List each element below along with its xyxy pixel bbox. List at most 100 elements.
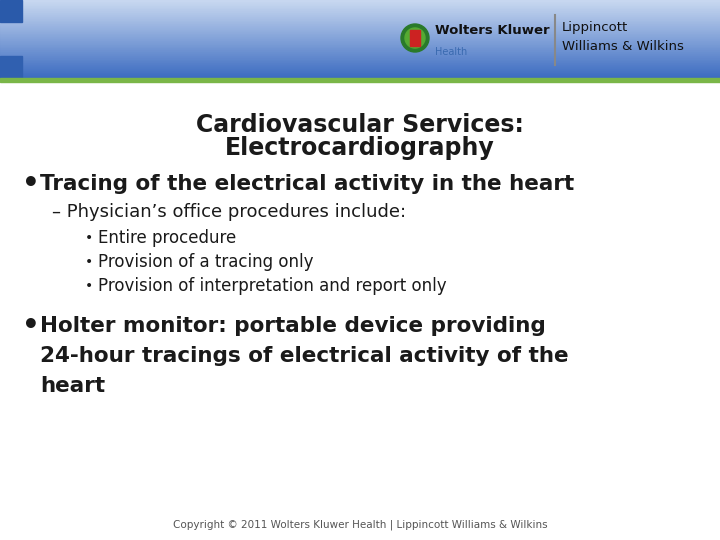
Bar [0,72,720,73]
Bar [0,49,720,50]
Bar [0,37,720,38]
Bar [0,54,720,55]
Bar [0,6,720,7]
Bar [0,19,720,20]
Bar [0,62,720,63]
Bar [0,5,720,6]
Circle shape [405,28,425,48]
Bar [0,11,720,12]
Bar [0,17,720,18]
Bar [0,8,720,9]
Bar [0,53,720,55]
Text: •: • [85,255,94,269]
Bar [0,33,720,35]
Bar [0,59,720,60]
Bar [0,29,720,31]
Bar [0,46,720,48]
Bar [0,76,720,77]
Bar [0,36,720,37]
Bar [0,48,720,49]
Bar [0,32,720,34]
Bar [0,25,720,26]
Bar [0,64,720,66]
Text: Health: Health [435,47,467,57]
Bar [0,16,720,17]
Bar [0,63,720,64]
Text: Provision of a tracing only: Provision of a tracing only [98,253,313,271]
Text: – Physician’s office procedures include:: – Physician’s office procedures include: [52,203,406,221]
Bar [0,9,720,10]
Bar [0,30,720,31]
Bar [0,48,720,49]
Bar [0,51,720,52]
Text: Tracing of the electrical activity in the heart: Tracing of the electrical activity in th… [40,174,575,194]
Bar [0,60,720,61]
Bar [0,32,720,33]
Bar [0,15,720,16]
Bar [0,74,720,76]
Bar [0,29,720,30]
Bar [0,69,720,70]
Bar [0,34,720,35]
Bar [0,73,720,75]
Bar [0,67,720,68]
Bar [0,57,720,58]
Bar [0,75,720,76]
Text: Copyright © 2011 Wolters Kluwer Health | Lippincott Williams & Wilkins: Copyright © 2011 Wolters Kluwer Health |… [173,519,547,530]
Bar [0,43,720,44]
Text: heart: heart [40,376,105,396]
Bar [0,18,720,19]
Bar [0,1,720,2]
Text: 24-hour tracings of electrical activity of the: 24-hour tracings of electrical activity … [40,346,569,366]
Text: Electrocardiography: Electrocardiography [225,136,495,160]
Text: •: • [85,279,94,293]
Bar [410,30,420,46]
Bar [0,5,720,6]
Bar [0,70,720,71]
Bar [0,12,720,13]
Bar [0,41,720,42]
Bar [0,9,720,10]
Bar [0,47,720,48]
Bar [0,15,720,16]
Bar [0,73,720,74]
Bar [0,6,720,8]
Bar [0,2,720,3]
Circle shape [401,24,429,52]
Text: •: • [85,231,94,245]
Bar [0,78,720,82]
Text: Wolters Kluwer: Wolters Kluwer [435,24,549,37]
Bar [0,56,22,78]
Bar [0,0,720,1]
Bar [0,58,720,59]
Bar [0,46,720,47]
Bar [0,25,720,26]
Bar [0,13,720,14]
Bar [0,27,720,28]
Bar [0,70,720,71]
Bar [0,68,720,69]
Bar [0,24,720,25]
Text: •: • [22,170,40,198]
Bar [0,43,720,44]
Bar [0,56,720,57]
Bar [0,28,720,29]
Bar [0,40,720,41]
Bar [0,60,720,62]
Bar [0,35,720,36]
Bar [0,66,720,68]
Bar [0,72,720,73]
Bar [0,3,720,4]
Bar [0,40,720,42]
Bar [0,12,720,14]
Text: •: • [22,312,40,340]
Bar [0,19,720,21]
Bar [0,50,720,51]
Bar [0,38,720,39]
Bar [0,3,720,4]
Bar [0,51,720,52]
Text: Holter monitor: portable device providing: Holter monitor: portable device providin… [40,316,546,336]
Bar [0,53,720,54]
Bar [0,39,720,40]
Bar [0,50,720,51]
